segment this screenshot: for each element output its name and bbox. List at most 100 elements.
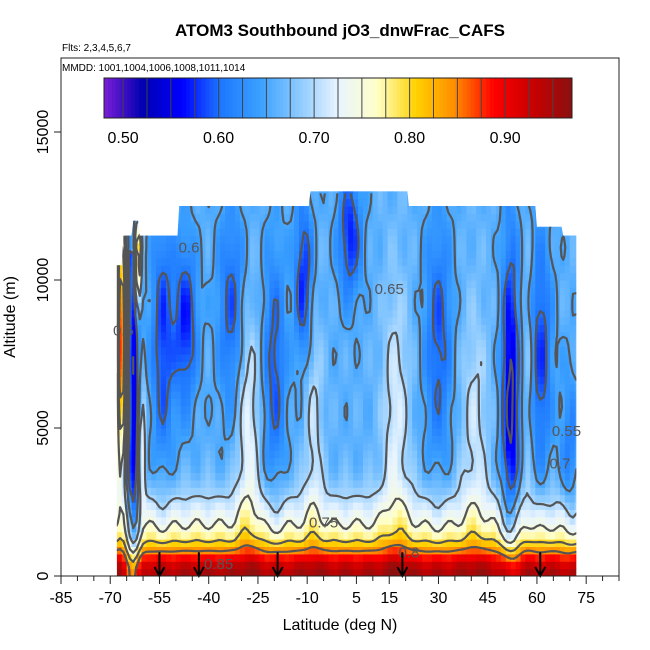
heatmap-cell [161,324,167,333]
heatmap-cell [476,361,482,370]
heatmap-cell [362,383,369,392]
heatmap-cell [205,435,211,444]
heatmap-cell [230,368,236,377]
heatmap-cell [402,294,408,303]
heatmap-cell [362,494,369,503]
heatmap-cell [210,465,216,473]
heatmap-cell [412,553,418,562]
heatmap-cell [328,287,335,296]
heatmap-cell [151,361,157,370]
heatmap-cell [180,191,187,200]
heatmap-cell [402,539,408,547]
heatmap-cell [234,391,241,399]
heatmap-cell [323,368,330,377]
heatmap-cell [239,354,246,362]
heatmap-cell [574,324,577,333]
heatmap-cell [495,235,502,244]
heatmap-cell [367,250,374,259]
heatmap-cell [535,494,541,503]
heatmap-cell [500,479,507,488]
heatmap-cell [377,428,384,436]
heatmap-cell [338,235,344,244]
heatmap-cell [348,502,354,510]
heatmap-cell [151,428,157,436]
heatmap-cell [239,420,246,429]
heatmap-cell [367,228,374,237]
heatmap-cell [348,280,354,288]
heatmap-cell [348,487,354,496]
heatmap-cell [372,309,379,318]
heatmap-cell [195,442,202,451]
heatmap-cell [412,361,418,370]
heatmap-cell [441,257,448,266]
heatmap-cell [166,317,172,325]
colorbar-segment [104,78,109,118]
heatmap-cell [372,272,379,281]
heatmap-cell [338,206,344,214]
heatmap-cell [392,539,399,547]
heatmap-cell [490,435,497,444]
heatmap-cell [284,317,290,325]
heatmap-cell [431,272,438,281]
heatmap-cell [540,442,546,451]
heatmap-cell [431,235,438,244]
heatmap-cell [318,376,325,385]
heatmap-cell [338,428,344,436]
heatmap-cell [225,309,231,318]
heatmap-cell [540,405,546,414]
heatmap-cell [362,420,369,429]
heatmap-cell [574,317,577,325]
heatmap-cell [407,280,413,288]
heatmap-cell [377,502,384,510]
heatmap-cell [239,428,246,436]
heatmap-cell [446,553,453,562]
heatmap-cell [362,354,369,362]
heatmap-cell [412,539,418,547]
heatmap-cell [225,479,231,488]
heatmap-cell [382,220,389,229]
heatmap-cell [126,516,133,525]
heatmap-cell [318,257,325,266]
heatmap-cell [397,428,403,436]
heatmap-cell [486,272,492,281]
heatmap-cell [328,413,335,422]
heatmap-cell [121,206,128,214]
heatmap-cell [156,339,162,348]
heatmap-cell [254,235,261,244]
heatmap-cell [185,250,192,259]
heatmap-cell [436,339,443,348]
heatmap-cell [451,206,458,214]
colorbar-segment [127,78,132,118]
heatmap-cell [422,561,428,570]
heatmap-cell [525,516,531,525]
heatmap-cell [264,331,271,340]
heatmap-cell [372,405,379,414]
heatmap-cell [121,546,128,555]
heatmap-cell [220,383,226,392]
heatmap-cell [151,220,157,229]
heatmap-cell [234,257,241,266]
heatmap-cell [426,450,433,459]
heatmap-cell [490,265,497,274]
heatmap-cell [220,509,226,518]
heatmap-cell [190,561,197,570]
heatmap-cell [220,213,226,222]
heatmap-cell [254,257,261,266]
heatmap-cell [170,265,177,274]
heatmap-cell [495,265,502,274]
heatmap-cell [225,191,231,200]
heatmap-cell [249,546,256,555]
heatmap-cell [298,309,305,318]
heatmap-cell [298,250,305,259]
heatmap-cell [294,457,300,466]
heatmap-cell [303,546,310,555]
heatmap-cell [166,442,172,451]
heatmap-cell [387,220,394,229]
heatmap-cell [161,442,167,451]
heatmap-cell [426,302,433,311]
heatmap-cell [254,502,261,510]
heatmap-cell [431,442,438,451]
heatmap-cell [466,317,472,325]
heatmap-cell [318,487,325,496]
heatmap-cell [377,561,384,570]
